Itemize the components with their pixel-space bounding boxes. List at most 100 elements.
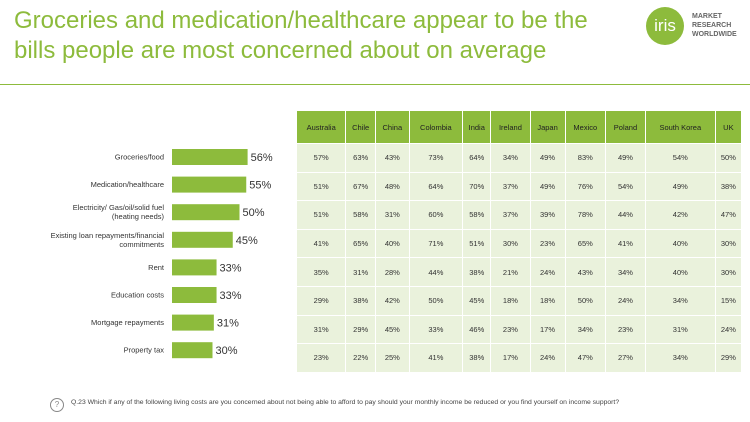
table-cell: 23% (529, 228, 566, 259)
table-cell: 46% (462, 314, 492, 345)
table-cell: 54% (644, 143, 716, 173)
table-cell: 43% (374, 143, 410, 173)
table-cell: 25% (374, 343, 410, 373)
bar-value-label: 56% (251, 152, 273, 164)
column-header: India (462, 110, 492, 144)
column-header: Colombia (408, 110, 464, 144)
logo-text: MARKET RESEARCH WORLDWIDE (692, 12, 737, 39)
table-cell: 58% (462, 200, 492, 230)
table-cell: 44% (408, 257, 464, 287)
table-cell: 65% (564, 228, 607, 259)
table-cell: 60% (408, 200, 464, 230)
table-cell: 71% (408, 228, 464, 259)
category-label: Existing loan repayments/financial commit… (51, 231, 165, 249)
table-cell: 30% (490, 228, 531, 259)
table-row: 41% 65% 40% 71% 51% 30% 23% 65% 41% 40% 30% (295, 228, 743, 259)
table-cell: 23% (605, 314, 646, 345)
table-cell: 22% (345, 343, 376, 373)
table-cell: 31% (374, 200, 410, 230)
table-row: 51% 67% 48% 64% 70% 37% 49% 76% 54% 49% 38% (295, 171, 743, 202)
bar (172, 204, 240, 221)
table-cell: 33% (408, 314, 464, 345)
logo-mark: iris (646, 7, 684, 45)
column-header: Chile (345, 110, 376, 144)
table-cell: 31% (644, 314, 716, 345)
table-cell: 35% (295, 257, 347, 287)
table-cell: 39% (529, 200, 566, 230)
table-row: 57% 63% 43% 73% 64% 34% 49% 83% 49% 54% 50% (295, 143, 743, 173)
logo-line-1: MARKET (692, 13, 722, 20)
table-cell: 38% (462, 343, 492, 373)
table-cell: 34% (605, 257, 646, 287)
table-cell: 45% (462, 285, 492, 316)
table-cell: 67% (345, 171, 376, 202)
table-cell: 73% (408, 143, 464, 173)
page-title: Groceries and medication/healthcare appe… (14, 7, 588, 64)
question-text: Q.23 Which if any of the following livin… (71, 399, 620, 406)
column-header: South Korea (644, 110, 716, 144)
logo-line-2: RESEARCH (692, 22, 732, 29)
table-cell: 78% (564, 200, 607, 230)
category-label: Groceries/food (115, 153, 164, 162)
category-label: Education costs (111, 291, 164, 300)
column-header: China (374, 110, 410, 144)
table-cell: 51% (295, 200, 347, 230)
bar-value-label: 33% (220, 262, 242, 274)
table-cell: 37% (490, 200, 531, 230)
bar (172, 176, 247, 193)
table-cell: 51% (462, 228, 492, 259)
column-header: UK (714, 110, 743, 144)
table-cell: 65% (345, 228, 376, 259)
brand-logo: iris MARKET RESEARCH WORLDWIDE (646, 7, 750, 47)
bar-value-label: 50% (243, 207, 265, 219)
table-cell: 34% (644, 285, 716, 316)
column-header: Mexico (564, 110, 607, 144)
table-cell: 51% (295, 171, 347, 202)
category-label: Mortgage repayments (91, 318, 164, 327)
table-cell: 15% (714, 285, 743, 316)
table-cell: 76% (564, 171, 607, 202)
table-cell: 49% (529, 171, 566, 202)
table-cell: 27% (605, 343, 646, 373)
table-cell: 24% (529, 343, 566, 373)
table-cell: 30% (714, 228, 743, 259)
table-cell: 34% (490, 143, 531, 173)
bar-value-label: 33% (220, 290, 242, 302)
table-cell: 50% (564, 285, 607, 316)
table-cell: 29% (345, 314, 376, 345)
table-cell: 30% (714, 257, 743, 287)
table-header-row: Australia Chile China Colombia India Ireland J… (295, 110, 743, 144)
table-cell: 50% (714, 143, 743, 173)
question-icon: ? (50, 398, 64, 412)
table-cell: 34% (644, 343, 716, 373)
table-cell: 58% (345, 200, 376, 230)
bar (172, 314, 214, 331)
table-body: 57% 63% 43% 73% 64% 34% 49% 83% 49% 54% 50% 51% 67% 4… (295, 143, 743, 373)
table-cell: 48% (374, 171, 410, 202)
bar-chart: Groceries/food 56% Medication/healthcare 55… (51, 149, 273, 359)
table-cell: 41% (408, 343, 464, 373)
bar (172, 231, 233, 248)
table-cell: 64% (462, 143, 492, 173)
country-table: Australia Chile China Colombia India Ireland J… (295, 110, 743, 373)
table-cell: 49% (529, 143, 566, 173)
table-cell: 50% (408, 285, 464, 316)
table-cell: 47% (714, 200, 743, 230)
table-cell: 70% (462, 171, 492, 202)
table-cell: 41% (605, 228, 646, 259)
bar (172, 287, 217, 303)
category-label: Electricity/ Gas/oil/solid fuel (heating … (73, 203, 165, 221)
table-cell: 54% (605, 171, 646, 202)
table-cell: 63% (345, 143, 376, 173)
table-cell: 34% (564, 314, 607, 345)
bar-value-label: 31% (217, 318, 239, 330)
bar (172, 259, 217, 276)
table-cell: 38% (345, 285, 376, 316)
table-row: 29% 38% 42% 50% 45% 18% 18% 50% 24% 34% 15% (295, 285, 743, 316)
table-cell: 44% (605, 200, 646, 230)
table-cell: 29% (295, 285, 347, 316)
logo-line-3: WORLDWIDE (692, 31, 737, 38)
table-cell: 38% (714, 171, 743, 202)
table-cell: 40% (644, 228, 716, 259)
bar (172, 342, 213, 359)
